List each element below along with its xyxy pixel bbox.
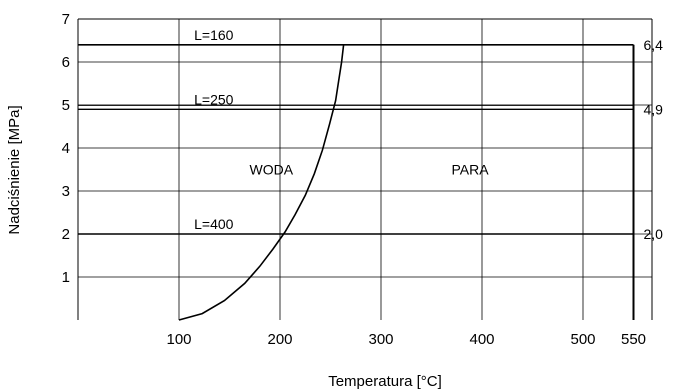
limit-label: L=400 <box>194 216 234 232</box>
x-tick-label: 200 <box>267 331 292 348</box>
limit-value-label: 6,4 <box>644 37 664 53</box>
y-tick-label: 5 <box>62 97 70 114</box>
y-tick-label: 3 <box>62 183 70 200</box>
x-tick-label: 100 <box>166 331 191 348</box>
y-tick-label: 6 <box>62 54 70 71</box>
annotations: WODA PARA <box>250 162 490 178</box>
x-tick-label: 400 <box>469 331 494 348</box>
saturation-curve <box>178 44 345 321</box>
y-axis-label: Nadciśnienie [MPa] <box>6 105 23 234</box>
y-tick-label: 1 <box>62 269 70 286</box>
limit-label: L=160 <box>194 27 234 43</box>
limit-value-label: 2,0 <box>644 226 664 242</box>
x-tick-label: 300 <box>368 331 393 348</box>
x-tick-label: 550 <box>621 331 646 348</box>
y-tick-label: 2 <box>62 226 70 243</box>
region-label: PARA <box>452 162 490 178</box>
tick-labels: 100 200 300 400 500 550 1 2 3 4 5 6 7 <box>62 11 646 348</box>
y-tick-label: 4 <box>62 140 70 157</box>
region-label: WODA <box>250 162 294 178</box>
limit-label: L=250 <box>194 91 234 107</box>
y-tick-label: 7 <box>62 11 70 28</box>
x-tick-label: 500 <box>570 331 595 348</box>
limit-lines: L=160 6,4 L=250 4,9 L=400 2,0 <box>78 27 663 320</box>
series-line <box>178 44 345 321</box>
grid-lines <box>78 19 652 320</box>
limit-value-label: 4,9 <box>644 101 664 117</box>
x-axis-label: Temperatura [°C] <box>328 373 442 389</box>
plot-frame <box>77 18 653 320</box>
